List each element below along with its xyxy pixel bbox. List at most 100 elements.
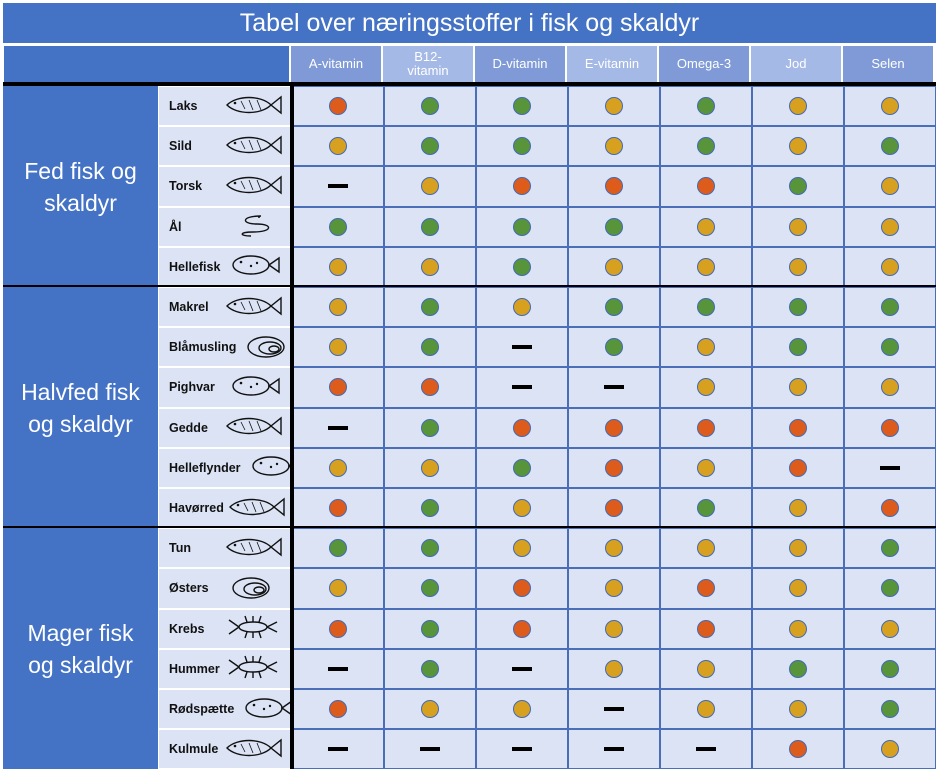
yellow-dot [329, 298, 347, 317]
table-cell [476, 488, 568, 529]
fish-name: Ål [169, 219, 182, 234]
table-cell [752, 206, 844, 247]
yellow-dot [881, 740, 899, 759]
table-cell [292, 729, 384, 770]
table-cell [752, 86, 844, 127]
table-cell [660, 287, 752, 328]
yellow-dot [881, 619, 899, 638]
row-label: Tun [158, 528, 292, 569]
green-dot [697, 298, 715, 317]
green-dot [789, 338, 807, 357]
row-label: Helleflynder [158, 447, 300, 488]
no-data-dash [420, 747, 440, 752]
fish-name: Laks [169, 99, 198, 114]
table-cell [476, 689, 568, 730]
row-label: Pighvar [158, 367, 292, 408]
table-cell [752, 407, 844, 448]
table-cell [844, 447, 936, 488]
table-cell [660, 86, 752, 127]
yellow-dot [697, 659, 715, 678]
fish-name: Torsk [169, 179, 203, 194]
orange-dot [697, 619, 715, 638]
no-data-dash [604, 385, 624, 390]
orange-dot [697, 579, 715, 598]
table-cell [660, 367, 752, 408]
yellow-dot [881, 177, 899, 196]
column-header-4: Omega-3 [658, 45, 750, 83]
green-dot [605, 298, 623, 317]
table-cell [384, 166, 476, 207]
tuna-icon [221, 534, 283, 563]
table-cell [384, 608, 476, 649]
table-cell [752, 689, 844, 730]
green-dot [605, 338, 623, 357]
green-dot [421, 619, 439, 638]
table-cell [476, 126, 568, 167]
green-dot [421, 539, 439, 558]
green-dot [421, 659, 439, 678]
table-cell [660, 568, 752, 609]
green-dot [697, 97, 715, 116]
green-dot [329, 539, 347, 558]
yellow-dot [513, 499, 531, 518]
group-label-0: Fed fisk og skaldyr [3, 86, 158, 287]
table-cell [292, 528, 384, 569]
table-cell [568, 447, 660, 488]
table-cell [476, 648, 568, 689]
table-cell [292, 488, 384, 529]
table-cell [660, 528, 752, 569]
table-cell [568, 246, 660, 287]
yellow-dot [329, 257, 347, 276]
table-cell [292, 407, 384, 448]
table-cell [476, 568, 568, 609]
table-cell [660, 407, 752, 448]
table-cell [844, 206, 936, 247]
table-cell [844, 166, 936, 207]
yellow-dot [789, 700, 807, 719]
fish-name: Krebs [169, 621, 205, 636]
table-cell [292, 287, 384, 328]
table-cell [752, 447, 844, 488]
no-data-dash [512, 747, 532, 752]
table-cell [292, 166, 384, 207]
green-dot [605, 217, 623, 236]
table-cell [568, 367, 660, 408]
yellow-dot [605, 539, 623, 558]
lobster-icon [221, 654, 283, 683]
column-header-row: A-vitamin B12- vitamin D-vitamin E-vitamin O… [3, 45, 936, 83]
fish-name: Makrel [169, 300, 209, 315]
yellow-dot [697, 378, 715, 397]
green-dot [513, 458, 531, 477]
green-dot [881, 338, 899, 357]
table-cell [660, 488, 752, 529]
table-cell [292, 648, 384, 689]
table-cell [384, 407, 476, 448]
yellow-dot [789, 579, 807, 598]
fish-name: Østers [169, 581, 209, 596]
yellow-dot [697, 217, 715, 236]
trout-icon [224, 494, 286, 523]
table-cell [292, 689, 384, 730]
yellow-dot [421, 177, 439, 196]
yellow-dot [789, 137, 807, 156]
no-data-dash [512, 345, 532, 350]
orange-dot [605, 458, 623, 477]
orange-dot [513, 619, 531, 638]
green-dot [513, 217, 531, 236]
green-dot [421, 298, 439, 317]
row-label: Ål [158, 206, 292, 247]
name-column-divider [290, 83, 294, 769]
table-cell [476, 206, 568, 247]
fish-name: Tun [169, 541, 191, 556]
yellow-dot [697, 257, 715, 276]
table-cell [568, 729, 660, 770]
green-dot [789, 659, 807, 678]
yellow-dot [513, 298, 531, 317]
column-header-0: A-vitamin [290, 45, 382, 83]
no-data-dash [604, 707, 624, 712]
row-label: Sild [158, 126, 292, 167]
yellow-dot [697, 458, 715, 477]
row-label: Laks [158, 86, 292, 127]
table-cell [384, 488, 476, 529]
table-cell [752, 608, 844, 649]
